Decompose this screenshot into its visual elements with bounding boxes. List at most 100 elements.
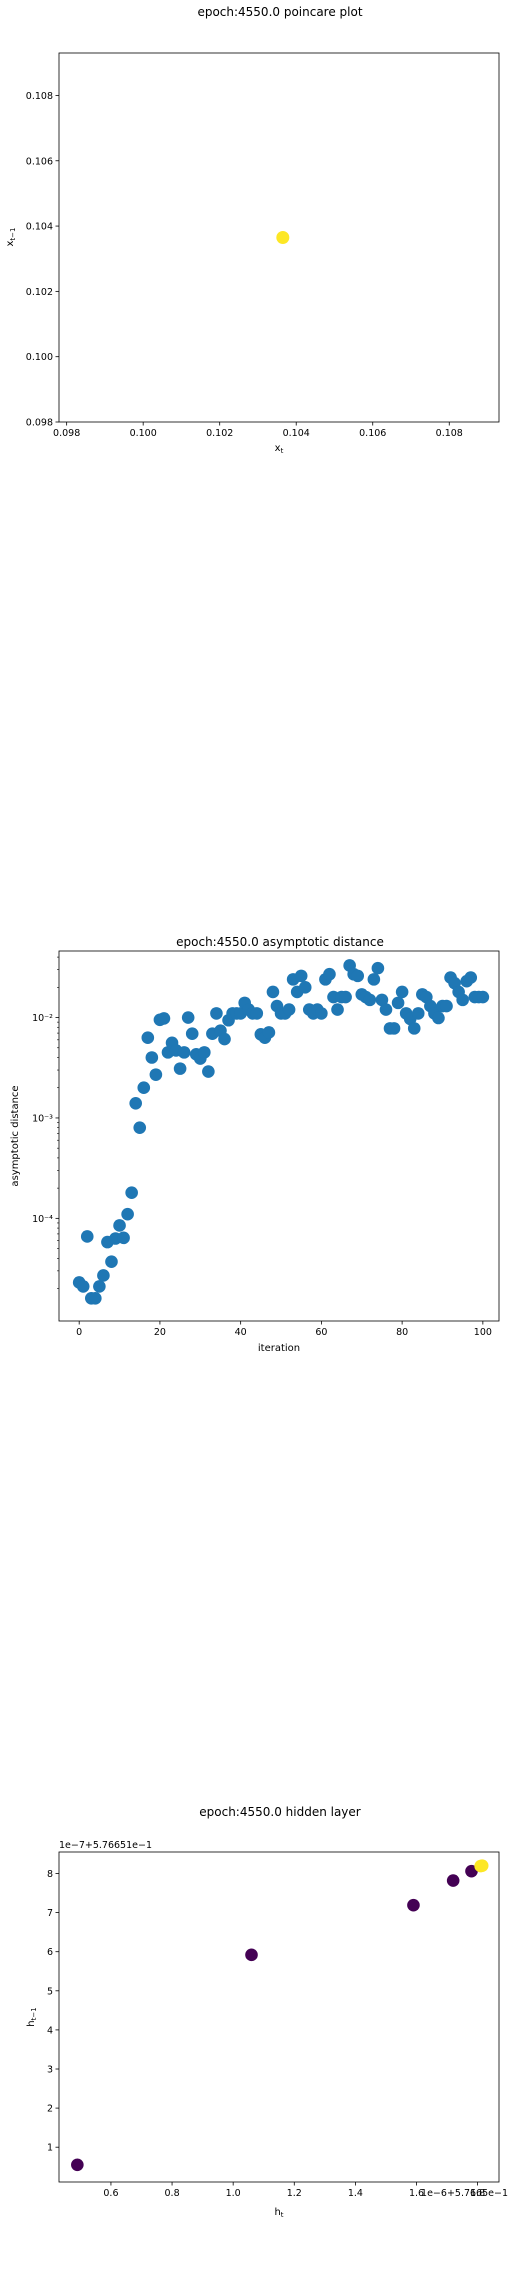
data-point bbox=[97, 1269, 110, 1282]
x-tick-label: 1.6 bbox=[409, 2188, 424, 2199]
data-point bbox=[262, 1026, 276, 1039]
plot-frame bbox=[58, 1851, 500, 2183]
data-point bbox=[117, 1231, 130, 1245]
data-point bbox=[93, 1280, 106, 1293]
data-point bbox=[121, 1207, 134, 1221]
x-tick-label: 80 bbox=[396, 1327, 408, 1338]
x-tick-label: 0.6 bbox=[103, 2188, 118, 2199]
data-point bbox=[198, 1046, 211, 1059]
data-point bbox=[464, 971, 478, 984]
data-point bbox=[210, 1007, 223, 1020]
data-point bbox=[331, 1003, 344, 1016]
data-point bbox=[173, 1062, 187, 1075]
y-tick-label: 0.106 bbox=[26, 156, 53, 167]
data-point bbox=[440, 999, 453, 1013]
x-tick-label: 20 bbox=[154, 1327, 166, 1338]
data-point bbox=[129, 1096, 142, 1110]
y-tick-label: 0.098 bbox=[26, 418, 53, 429]
y-tick-label: 0.108 bbox=[26, 91, 53, 102]
data-point bbox=[391, 996, 405, 1010]
data-point bbox=[125, 1186, 138, 1200]
data-point bbox=[80, 1230, 94, 1243]
x-tick-label: 0.104 bbox=[283, 428, 310, 439]
y-tick-label: 4 bbox=[47, 2025, 53, 2036]
y-tick-label: 8 bbox=[47, 1869, 53, 1880]
x-tick-label: 0.102 bbox=[206, 428, 233, 439]
y-tick-label: 6 bbox=[47, 1947, 53, 1958]
data-point bbox=[250, 1007, 264, 1020]
data-point bbox=[282, 1003, 296, 1016]
x-tick-label: 0.098 bbox=[53, 428, 80, 439]
x-axis-label: iteration bbox=[258, 1343, 300, 1354]
data-point bbox=[379, 1003, 393, 1016]
x-axis-label: xt bbox=[275, 443, 284, 455]
x-tick-label: 0.8 bbox=[165, 2188, 180, 2199]
data-point bbox=[446, 1874, 460, 1887]
y-tick-label: 10⁻⁴ bbox=[32, 1214, 53, 1225]
data-point bbox=[351, 969, 365, 983]
data-point bbox=[371, 961, 385, 975]
data-point bbox=[89, 1291, 102, 1305]
y-axis-label: asymptotic distance bbox=[10, 1085, 21, 1186]
x-axis-label: ht bbox=[274, 2207, 283, 2219]
y-tick-label: 1 bbox=[47, 2143, 53, 2154]
y-tick-label: 0.104 bbox=[26, 222, 53, 233]
x-tick-label: 0 bbox=[76, 1327, 82, 1338]
data-point bbox=[294, 969, 308, 983]
data-point bbox=[149, 1068, 163, 1081]
data-point bbox=[407, 1022, 421, 1035]
data-point bbox=[141, 1031, 155, 1044]
data-point bbox=[177, 1046, 191, 1059]
data-point bbox=[476, 990, 490, 1004]
x-tick-label: 1.2 bbox=[287, 2188, 302, 2199]
x-offset-text: 1e−6+5.7665e−1 bbox=[421, 2188, 508, 2199]
data-point bbox=[375, 993, 389, 1007]
data-point bbox=[105, 1255, 118, 1269]
data-point bbox=[387, 1022, 401, 1035]
data-point bbox=[475, 1859, 489, 1872]
asymptotic-distance-chart: epoch:4550.0 asymptotic distance 0 20 40 60… bbox=[10, 935, 500, 1354]
data-point bbox=[465, 1864, 478, 1878]
data-point bbox=[298, 981, 312, 994]
data-point bbox=[137, 1081, 151, 1095]
y-tick-label: 2 bbox=[47, 2104, 53, 2115]
chart-title: epoch:4550.0 poincare plot bbox=[197, 5, 362, 19]
data-point bbox=[411, 1007, 425, 1020]
y-axis-label: xt−1 bbox=[5, 228, 17, 247]
plot-frame bbox=[58, 52, 500, 423]
y-offset-text: 1e−7+5.76651e−1 bbox=[59, 1840, 152, 1851]
data-point bbox=[157, 1012, 171, 1025]
chart-title: epoch:4550.0 asymptotic distance bbox=[176, 935, 384, 949]
data-point bbox=[432, 1011, 445, 1025]
data-point bbox=[113, 1219, 126, 1232]
x-tick-label: 0.106 bbox=[359, 428, 386, 439]
data-point bbox=[339, 990, 352, 1004]
plot-frame bbox=[58, 950, 500, 1322]
data-point bbox=[245, 1948, 258, 1962]
chart-title: epoch:4550.0 hidden layer bbox=[199, 1805, 361, 1819]
x-tick-label: 100 bbox=[474, 1327, 492, 1338]
y-tick-label: 0.102 bbox=[26, 287, 53, 298]
data-point bbox=[323, 967, 336, 981]
x-tick-label: 40 bbox=[235, 1327, 247, 1338]
data-point bbox=[145, 1051, 159, 1064]
data-point bbox=[367, 973, 381, 986]
data-point bbox=[202, 1065, 215, 1078]
y-tick-label: 7 bbox=[47, 1908, 53, 1919]
y-axis-label: ht−1 bbox=[26, 2007, 38, 2026]
x-tick-label: 1.4 bbox=[348, 2188, 363, 2199]
y-tick-label: 3 bbox=[47, 2065, 53, 2076]
data-point bbox=[185, 1027, 199, 1041]
data-point bbox=[76, 1280, 90, 1293]
x-tick-label: 0.100 bbox=[130, 428, 157, 439]
y-tick-label: 10⁻³ bbox=[32, 1113, 53, 1124]
data-point bbox=[218, 1032, 231, 1046]
x-tick-label: 60 bbox=[315, 1327, 327, 1338]
data-point bbox=[133, 1121, 147, 1134]
y-tick-label: 5 bbox=[47, 1986, 53, 1997]
data-point bbox=[71, 2158, 84, 2172]
x-tick-label: 0.108 bbox=[436, 428, 463, 439]
data-point bbox=[276, 231, 290, 244]
data-point bbox=[363, 993, 377, 1007]
data-point bbox=[315, 1007, 328, 1020]
